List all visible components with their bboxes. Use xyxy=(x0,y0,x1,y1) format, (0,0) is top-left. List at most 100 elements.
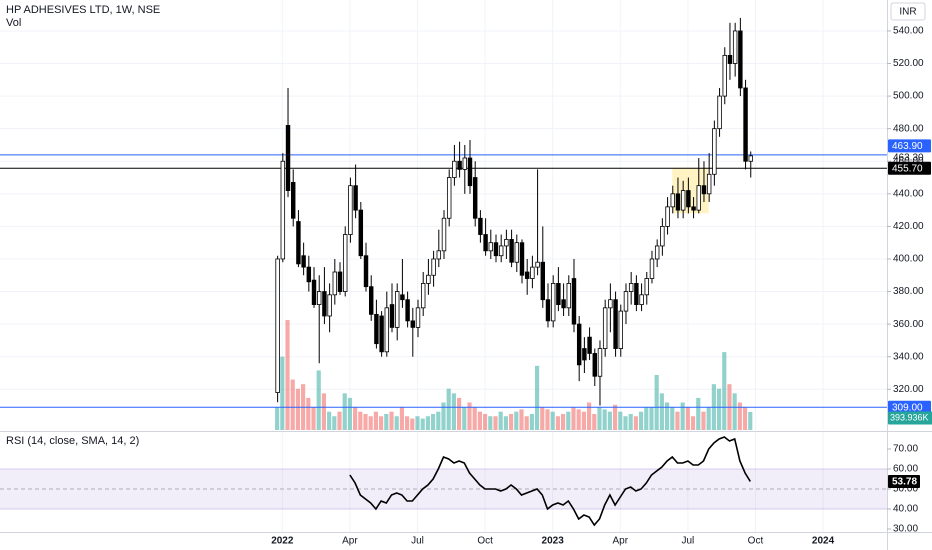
volume-bar xyxy=(722,352,727,430)
volume-bar xyxy=(592,413,597,430)
volume-bar xyxy=(332,416,337,430)
volume-bar xyxy=(555,416,560,430)
candle-body xyxy=(363,255,369,288)
y-tick-label: 400.00 xyxy=(893,254,924,265)
currency-box[interactable] xyxy=(890,2,926,21)
volume-bar xyxy=(748,411,753,430)
volume-bar xyxy=(290,379,295,430)
candle-body xyxy=(654,245,660,260)
level-label-box xyxy=(888,400,931,414)
candle-body xyxy=(488,242,494,252)
volume-bar xyxy=(742,407,748,430)
candle-body xyxy=(727,54,733,64)
volume-bar xyxy=(327,411,332,430)
volume-bar xyxy=(737,402,742,430)
volume-bar xyxy=(347,397,352,430)
volume-bar xyxy=(441,402,446,430)
volume-bar xyxy=(280,356,285,430)
candle-body xyxy=(311,279,317,305)
candle-body xyxy=(748,155,753,162)
volume-bar xyxy=(498,411,503,430)
volume-bar xyxy=(597,407,602,430)
volume-bar xyxy=(550,411,555,430)
candle-body xyxy=(472,177,478,219)
volume-bar xyxy=(576,409,581,430)
volume-bar xyxy=(306,397,311,430)
candle-body xyxy=(675,193,681,211)
candle-body xyxy=(561,299,566,309)
y-tick-label: 480.00 xyxy=(893,123,924,134)
candle-body xyxy=(296,221,301,265)
currency: INR xyxy=(899,7,916,18)
volume-bar xyxy=(706,407,711,430)
candle-body xyxy=(348,185,353,235)
volume-bar xyxy=(566,411,571,430)
candle-body xyxy=(410,320,416,328)
volume-bar xyxy=(462,407,467,430)
volume-bar xyxy=(457,397,462,430)
candle-body xyxy=(322,291,327,317)
candle-body xyxy=(415,307,421,328)
candle-body xyxy=(280,160,286,260)
candle-body xyxy=(291,182,296,219)
x-tick-label: 2023 xyxy=(542,536,565,547)
candle-body xyxy=(446,177,452,219)
candle-body xyxy=(389,304,395,328)
volume-bar xyxy=(519,409,524,430)
volume-bar xyxy=(285,320,290,430)
candle-body xyxy=(493,242,499,257)
volume-bar xyxy=(659,393,664,430)
candle-body xyxy=(535,261,540,268)
candle-body xyxy=(550,283,556,322)
volume-bar xyxy=(607,411,612,430)
rsi xyxy=(0,436,887,527)
volume-bar xyxy=(664,402,670,430)
volume-bar xyxy=(612,404,618,430)
candle-body xyxy=(405,299,410,322)
candle-body xyxy=(285,125,291,191)
volume-bar xyxy=(337,411,342,430)
volume-bar xyxy=(321,393,326,430)
volume-bar xyxy=(571,407,576,430)
volume-bar xyxy=(415,416,420,430)
chart-title: HP ADHESIVES LTD, 1W, NSE xyxy=(6,4,160,16)
candle-body xyxy=(379,315,384,353)
volume-bar xyxy=(602,409,607,430)
volume-bar xyxy=(675,411,680,430)
candle-body xyxy=(592,353,597,377)
candle-body xyxy=(478,217,483,235)
volume-bar xyxy=(353,407,358,430)
volume-bar xyxy=(529,413,534,430)
y-tick-label: 360.00 xyxy=(893,319,924,330)
rsi-tick-label: 30.00 xyxy=(893,524,918,535)
candle-body xyxy=(597,348,603,377)
volume-bar xyxy=(410,418,415,430)
x-tick-label: Jul xyxy=(411,536,424,547)
volume-bar xyxy=(483,413,488,430)
rsi-last-label: 53.78 xyxy=(892,477,917,488)
candle-body xyxy=(696,185,701,211)
candle-body xyxy=(384,307,390,353)
candle-body xyxy=(462,157,468,170)
candle-body xyxy=(701,185,707,195)
candle-body xyxy=(670,193,675,208)
candle-body xyxy=(374,313,379,345)
volume-bar xyxy=(649,407,654,430)
candle-body xyxy=(504,239,509,247)
candle-body xyxy=(566,283,572,309)
levels xyxy=(0,154,887,408)
level-label: 463.90 xyxy=(892,141,923,152)
candle-body xyxy=(540,261,546,301)
candle-body xyxy=(556,283,561,305)
volume-bar xyxy=(561,413,566,430)
volume-bar xyxy=(628,413,633,430)
volume-bar xyxy=(488,416,493,430)
level-label-box xyxy=(888,139,931,153)
rsi-line xyxy=(349,436,751,527)
volume-bar xyxy=(623,416,628,430)
volume-bar xyxy=(670,407,675,430)
volume-bar xyxy=(685,407,690,430)
volume-bar xyxy=(311,407,316,430)
